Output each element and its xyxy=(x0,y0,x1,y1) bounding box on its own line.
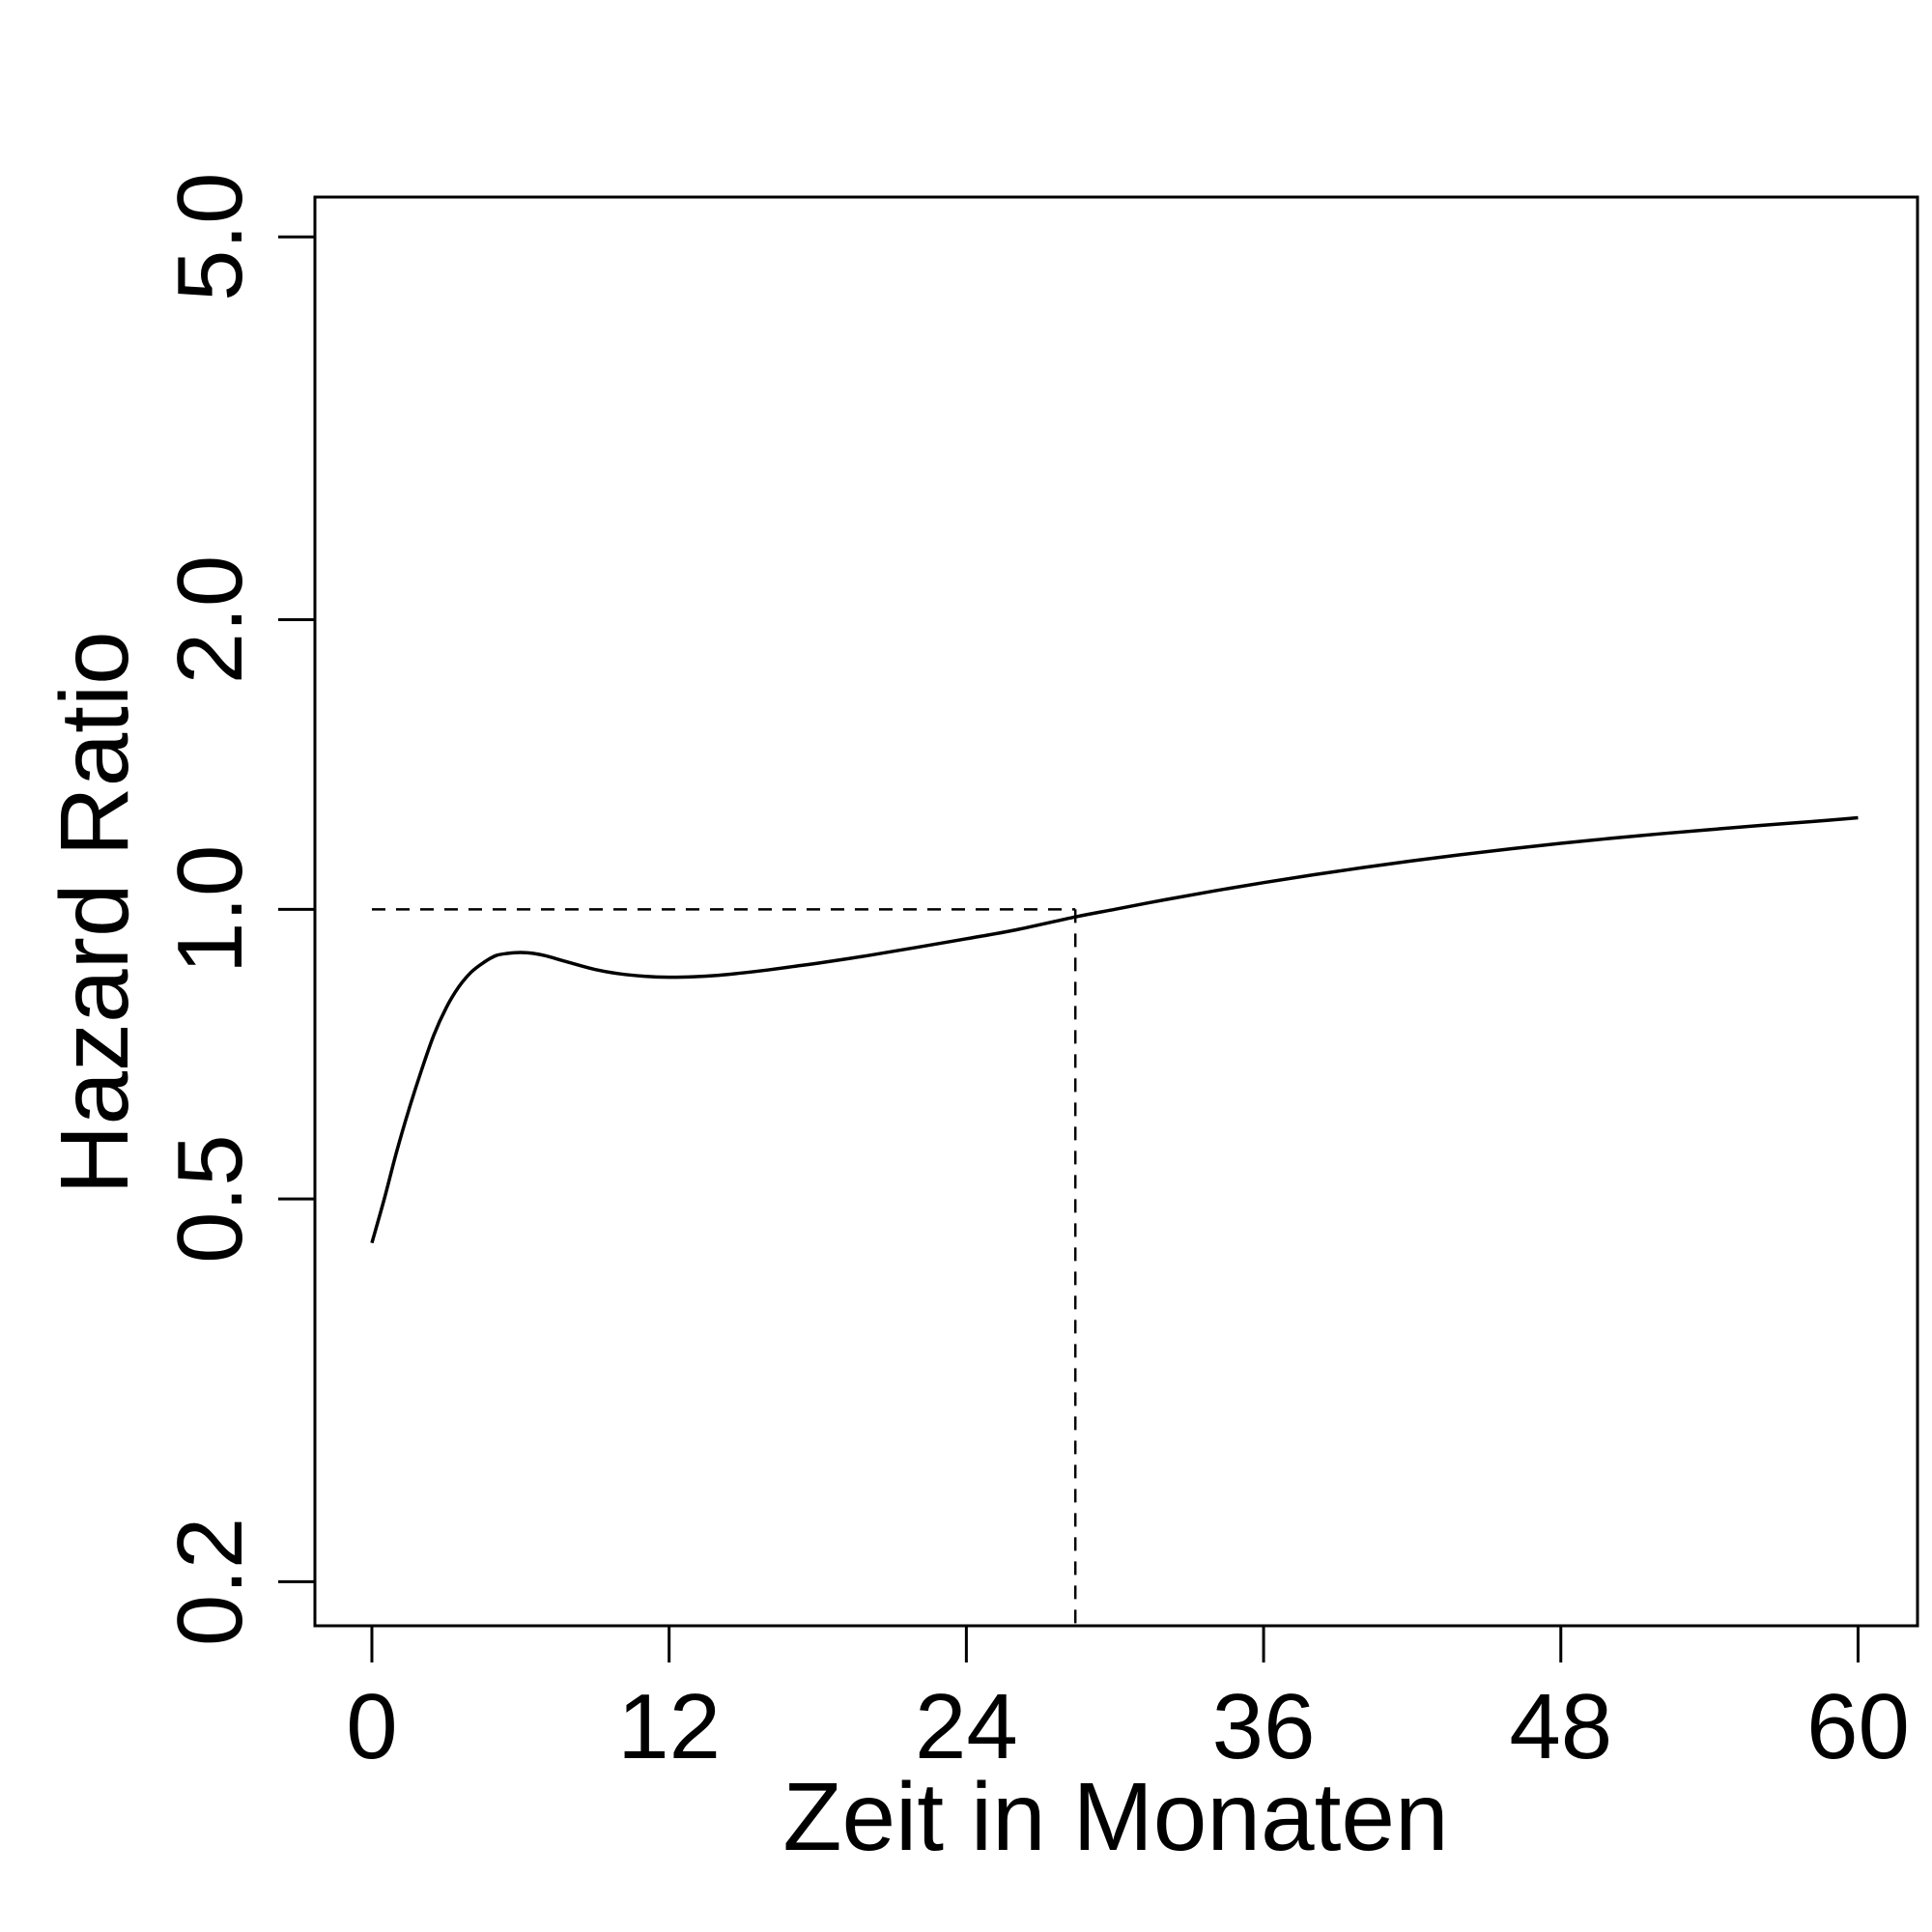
x-tick-label: 60 xyxy=(1806,1675,1910,1778)
y-tick-label: 2.0 xyxy=(158,555,262,684)
x-axis-title: Zeit in Monaten xyxy=(782,1763,1448,1871)
y-tick-label: 0.5 xyxy=(158,1134,262,1263)
plot-frame xyxy=(313,195,1919,1628)
x-tick-label: 0 xyxy=(346,1675,397,1778)
y-tick-label: 5.0 xyxy=(158,172,262,300)
reference-lines xyxy=(371,908,1077,1626)
x-axis: 0 12 24 36 48 60 xyxy=(346,1624,1910,1778)
x-tick-label: 24 xyxy=(915,1675,1018,1778)
y-axis: 0.2 0.5 1.0 2.0 5.0 xyxy=(158,172,317,1646)
y-axis-title: Hazard Ratio xyxy=(41,631,149,1195)
x-tick-label: 36 xyxy=(1212,1675,1316,1778)
hazard-ratio-line xyxy=(370,815,1859,1244)
y-tick-label: 0.2 xyxy=(158,1518,262,1646)
y-tick-label: 1.0 xyxy=(158,845,262,974)
x-tick-label: 12 xyxy=(617,1675,721,1778)
x-tick-label: 48 xyxy=(1509,1675,1612,1778)
series-layer xyxy=(370,815,1859,1244)
